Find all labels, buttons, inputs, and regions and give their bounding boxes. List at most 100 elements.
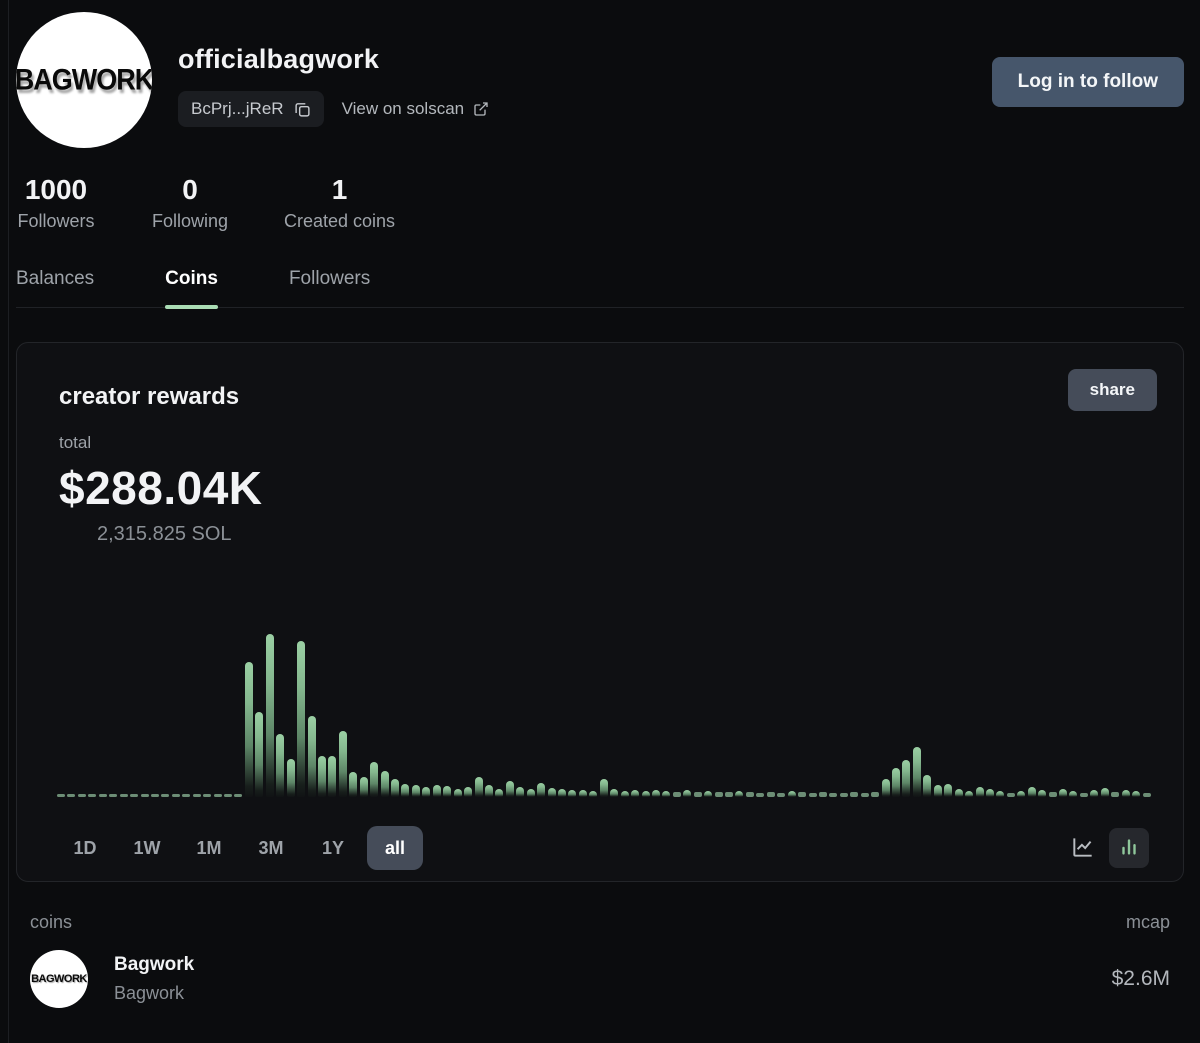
total-usd-value: $288.04K [59, 462, 263, 514]
coin-name: Bagwork [114, 954, 195, 975]
address-short: BcPrj...jReR [191, 99, 284, 118]
chart-bar [766, 792, 775, 797]
chart-bar [370, 762, 379, 797]
chart-bar [1121, 790, 1130, 797]
chart-bar [725, 792, 733, 797]
chart-bar [297, 641, 306, 797]
external-link-icon [473, 101, 489, 117]
chart-bar [620, 791, 629, 797]
coin-mcap-value: $2.6M [1111, 967, 1170, 990]
rewards-card-title: creator rewards [59, 383, 240, 410]
chart-bar [119, 794, 128, 797]
chart-bar [161, 794, 170, 797]
chart-bar [1142, 793, 1151, 797]
chart-bar [130, 794, 139, 797]
stat-following-label: Following [151, 211, 229, 231]
chart-bar [683, 790, 692, 797]
chart-bar [787, 791, 796, 797]
chart-bar [610, 789, 619, 797]
line-chart-toggle[interactable] [1063, 828, 1103, 868]
chart-bar [589, 791, 598, 797]
tab-followers[interactable]: Followers [289, 268, 370, 307]
chart-bar [850, 792, 859, 797]
stat-followers-label: Followers [17, 211, 95, 231]
chart-bar [693, 792, 702, 797]
range-all[interactable]: all [367, 826, 423, 870]
chart-bar [380, 771, 389, 797]
chart-bar [307, 716, 316, 797]
range-3m[interactable]: 3M [243, 826, 299, 870]
address-row: BcPrj...jReR View on solscan [178, 91, 992, 127]
page-root: BAGWORK officialbagwork BcPrj...jReR Vie… [16, 0, 1184, 1008]
stat-created-coins: 1 Created coins [284, 174, 395, 232]
chart-bar [965, 791, 974, 797]
stat-created-coins-label: Created coins [284, 211, 396, 231]
coin-symbol: Bagwork [114, 983, 185, 1003]
chart-bar [547, 788, 556, 797]
total-sol-value: 2,315.825 SOL [97, 523, 232, 545]
chart-bar [912, 747, 921, 797]
rewards-bar-chart[interactable] [43, 560, 1157, 797]
chart-bar [860, 793, 869, 797]
solscan-link[interactable]: View on solscan [342, 99, 490, 119]
chart-bar [359, 777, 368, 797]
chart-bar [98, 794, 107, 797]
chart-bar [182, 794, 191, 797]
stat-followers: 1000 Followers [16, 174, 96, 232]
chart-bar [714, 792, 723, 797]
chart-bar [150, 794, 159, 797]
bar-chart-toggle[interactable] [1109, 828, 1149, 868]
range-1d[interactable]: 1D [57, 826, 113, 870]
chart-bar [933, 785, 942, 797]
chart-bar [944, 784, 953, 797]
rewards-card-header: creator rewards share [43, 369, 1157, 411]
chart-bar [495, 789, 504, 797]
stat-following-value: 0 [182, 174, 198, 205]
chart-bar [213, 794, 222, 797]
chart-bar [265, 634, 274, 797]
chart-bar [672, 792, 681, 797]
chart-bar [505, 781, 514, 797]
solscan-label: View on solscan [341, 99, 465, 118]
chart-bar [923, 775, 932, 797]
profile-avatar: BAGWORK [16, 12, 152, 148]
chart-bar [255, 712, 264, 797]
chart-bar [1090, 790, 1099, 797]
chart-bar [1017, 791, 1026, 797]
login-to-follow-button[interactable]: Log in to follow [991, 57, 1184, 107]
address-chip[interactable]: BcPrj...jReR [178, 91, 324, 127]
share-button[interactable]: share [1067, 369, 1157, 411]
chart-bar [578, 790, 587, 797]
profile-tabs: Balances Coins Followers [16, 268, 1184, 309]
chart-bar [88, 794, 97, 797]
tab-coins[interactable]: Coins [165, 268, 218, 309]
chart-bar [892, 768, 900, 797]
coin-row[interactable]: BAGWORK Bagwork Bagwork $2.6M [30, 950, 1170, 1008]
profile-header: BAGWORK officialbagwork BcPrj...jReR Vie… [16, 0, 1184, 148]
chart-bar [171, 794, 180, 797]
chart-bar [443, 786, 452, 797]
chart-bar [735, 791, 744, 797]
chart-bar [57, 794, 65, 797]
mcap-header-label: mcap [1125, 912, 1170, 932]
chart-bar [1069, 791, 1078, 797]
chart-bar [401, 784, 410, 797]
range-1m[interactable]: 1M [181, 826, 237, 870]
chart-bar [192, 794, 201, 797]
tab-balances[interactable]: Balances [16, 268, 94, 307]
chart-bar [224, 794, 232, 797]
stat-following: 0 Following [150, 174, 230, 232]
chart-bar [1059, 789, 1067, 797]
range-1y[interactable]: 1Y [305, 826, 361, 870]
chart-bar [558, 789, 566, 797]
range-1w[interactable]: 1W [119, 826, 175, 870]
chart-bar [662, 791, 671, 797]
chart-bar [317, 756, 326, 797]
chart-bar [808, 793, 817, 797]
bar-chart-icon [1118, 836, 1140, 861]
chart-bar [244, 662, 253, 797]
coins-header-label: coins [30, 912, 73, 932]
chart-bar [1111, 792, 1120, 797]
chart-bar [67, 794, 76, 797]
chart-bar [985, 789, 994, 797]
